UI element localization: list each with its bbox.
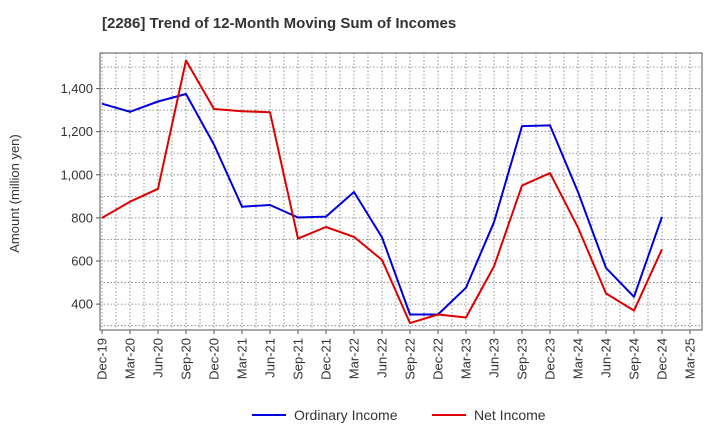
x-tick-label: Jun-23 xyxy=(487,338,502,378)
x-tick-label: Dec-24 xyxy=(655,338,670,380)
x-tick-label: Dec-20 xyxy=(207,338,222,380)
x-tick-label: Dec-23 xyxy=(543,338,558,380)
y-tick-label: 1,200 xyxy=(60,124,93,139)
x-tick-label: Jun-24 xyxy=(599,338,614,378)
y-tick-label: 1,000 xyxy=(60,167,93,182)
legend-label-net-income: Net Income xyxy=(474,407,546,423)
x-tick-label: Dec-22 xyxy=(431,338,446,380)
y-tick-label: 400 xyxy=(71,297,93,312)
x-tick-label: Mar-22 xyxy=(347,338,362,379)
series-line-ordinary-income xyxy=(101,93,663,316)
chart-title: [2286] Trend of 12-Month Moving Sum of I… xyxy=(102,15,457,32)
x-tick-label: Mar-20 xyxy=(123,338,138,379)
y-axis-label: Amount (million yen) xyxy=(7,134,22,253)
x-tick-label: Mar-23 xyxy=(459,338,474,379)
x-tick-label: Sep-20 xyxy=(179,338,194,380)
y-tick-label: 600 xyxy=(71,254,93,269)
y-tick-label: 800 xyxy=(71,210,93,225)
x-tick-label: Jun-21 xyxy=(263,338,278,378)
x-tick-label: Dec-21 xyxy=(319,338,334,380)
x-tick-label: Mar-25 xyxy=(683,338,698,379)
x-tick-label: Mar-21 xyxy=(235,338,250,379)
x-tick-label: Sep-22 xyxy=(403,338,418,380)
x-tick-label: Sep-21 xyxy=(291,338,306,380)
x-tick-label: Sep-24 xyxy=(627,338,642,380)
x-tick-label: Sep-23 xyxy=(515,338,530,380)
x-tick-label: Jun-20 xyxy=(151,338,166,378)
y-tick-label: 1,400 xyxy=(60,81,93,96)
x-tick-label: Jun-22 xyxy=(375,338,390,378)
x-tick-label: Dec-19 xyxy=(95,338,110,380)
series-line-net-income xyxy=(101,59,663,325)
legend-label-ordinary-income: Ordinary Income xyxy=(294,407,398,423)
x-tick-label: Mar-24 xyxy=(571,338,586,379)
